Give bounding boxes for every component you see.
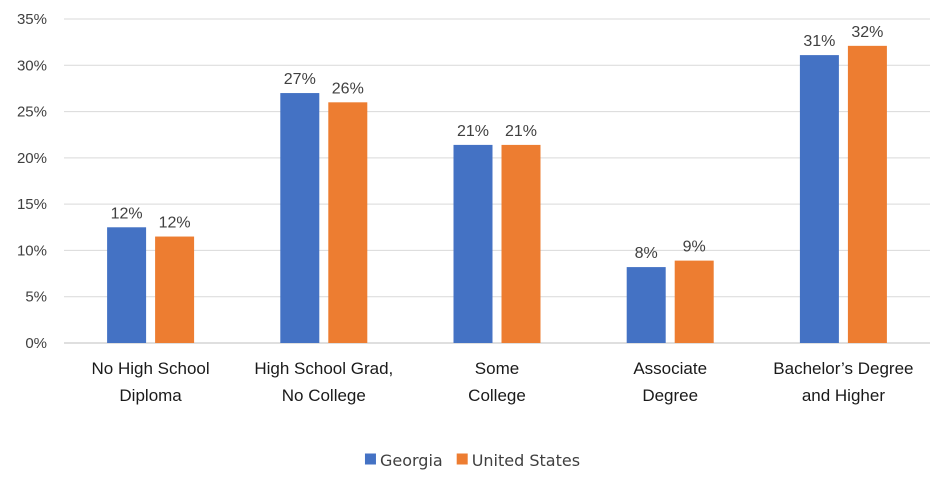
bar xyxy=(155,236,195,343)
bar xyxy=(501,144,541,343)
legend-label: United States xyxy=(472,451,580,470)
data-label: 8% xyxy=(635,245,658,262)
bar xyxy=(280,93,320,343)
data-label: 21% xyxy=(505,123,537,140)
y-tick-label: 10% xyxy=(17,242,47,259)
category-label: and Higher xyxy=(802,386,886,405)
category-label: Degree xyxy=(642,386,698,405)
data-label: 12% xyxy=(111,205,143,222)
data-label: 12% xyxy=(159,215,191,232)
legend-swatch xyxy=(456,453,468,465)
data-labels: 12% 12% 27% 26% 21% 21% 8% 9% 31% 32% xyxy=(111,24,884,262)
bar xyxy=(328,102,368,343)
data-label: 32% xyxy=(851,24,883,41)
y-tick-label: 15% xyxy=(17,196,47,213)
category-label: College xyxy=(468,386,526,405)
gridlines xyxy=(64,18,930,344)
category-labels: No High School Diploma High School Grad, No… xyxy=(92,359,914,405)
y-tick-label: 25% xyxy=(17,104,47,121)
y-axis-ticks: 0% 5% 10% 15% 20% 25% 30% 35% xyxy=(17,11,47,352)
bar xyxy=(453,144,493,343)
y-tick-label: 5% xyxy=(25,289,47,306)
category-label: Diploma xyxy=(119,386,182,405)
y-tick-label: 20% xyxy=(17,150,47,167)
data-label: 27% xyxy=(284,71,316,88)
category-label: Bachelor’s Degree xyxy=(773,359,913,378)
bar xyxy=(626,267,666,343)
legend-swatch xyxy=(364,453,376,465)
legend: Georgia United States xyxy=(364,451,580,470)
category-label: No College xyxy=(282,386,366,405)
data-label: 9% xyxy=(683,239,706,256)
bars xyxy=(107,45,887,344)
data-label: 26% xyxy=(332,80,364,97)
category-label: High School Grad, xyxy=(254,359,393,378)
y-tick-label: 30% xyxy=(17,57,47,74)
category-label: Some xyxy=(475,359,519,378)
data-label: 31% xyxy=(803,33,835,50)
category-label: Associate xyxy=(633,359,707,378)
data-label: 21% xyxy=(457,123,489,140)
y-tick-label: 0% xyxy=(25,335,47,352)
bar xyxy=(107,227,147,343)
bar xyxy=(674,260,714,343)
legend-label: Georgia xyxy=(380,451,443,470)
category-label: No High School xyxy=(92,359,210,378)
bar xyxy=(847,45,887,344)
bar xyxy=(799,55,839,344)
y-tick-label: 35% xyxy=(17,11,47,28)
